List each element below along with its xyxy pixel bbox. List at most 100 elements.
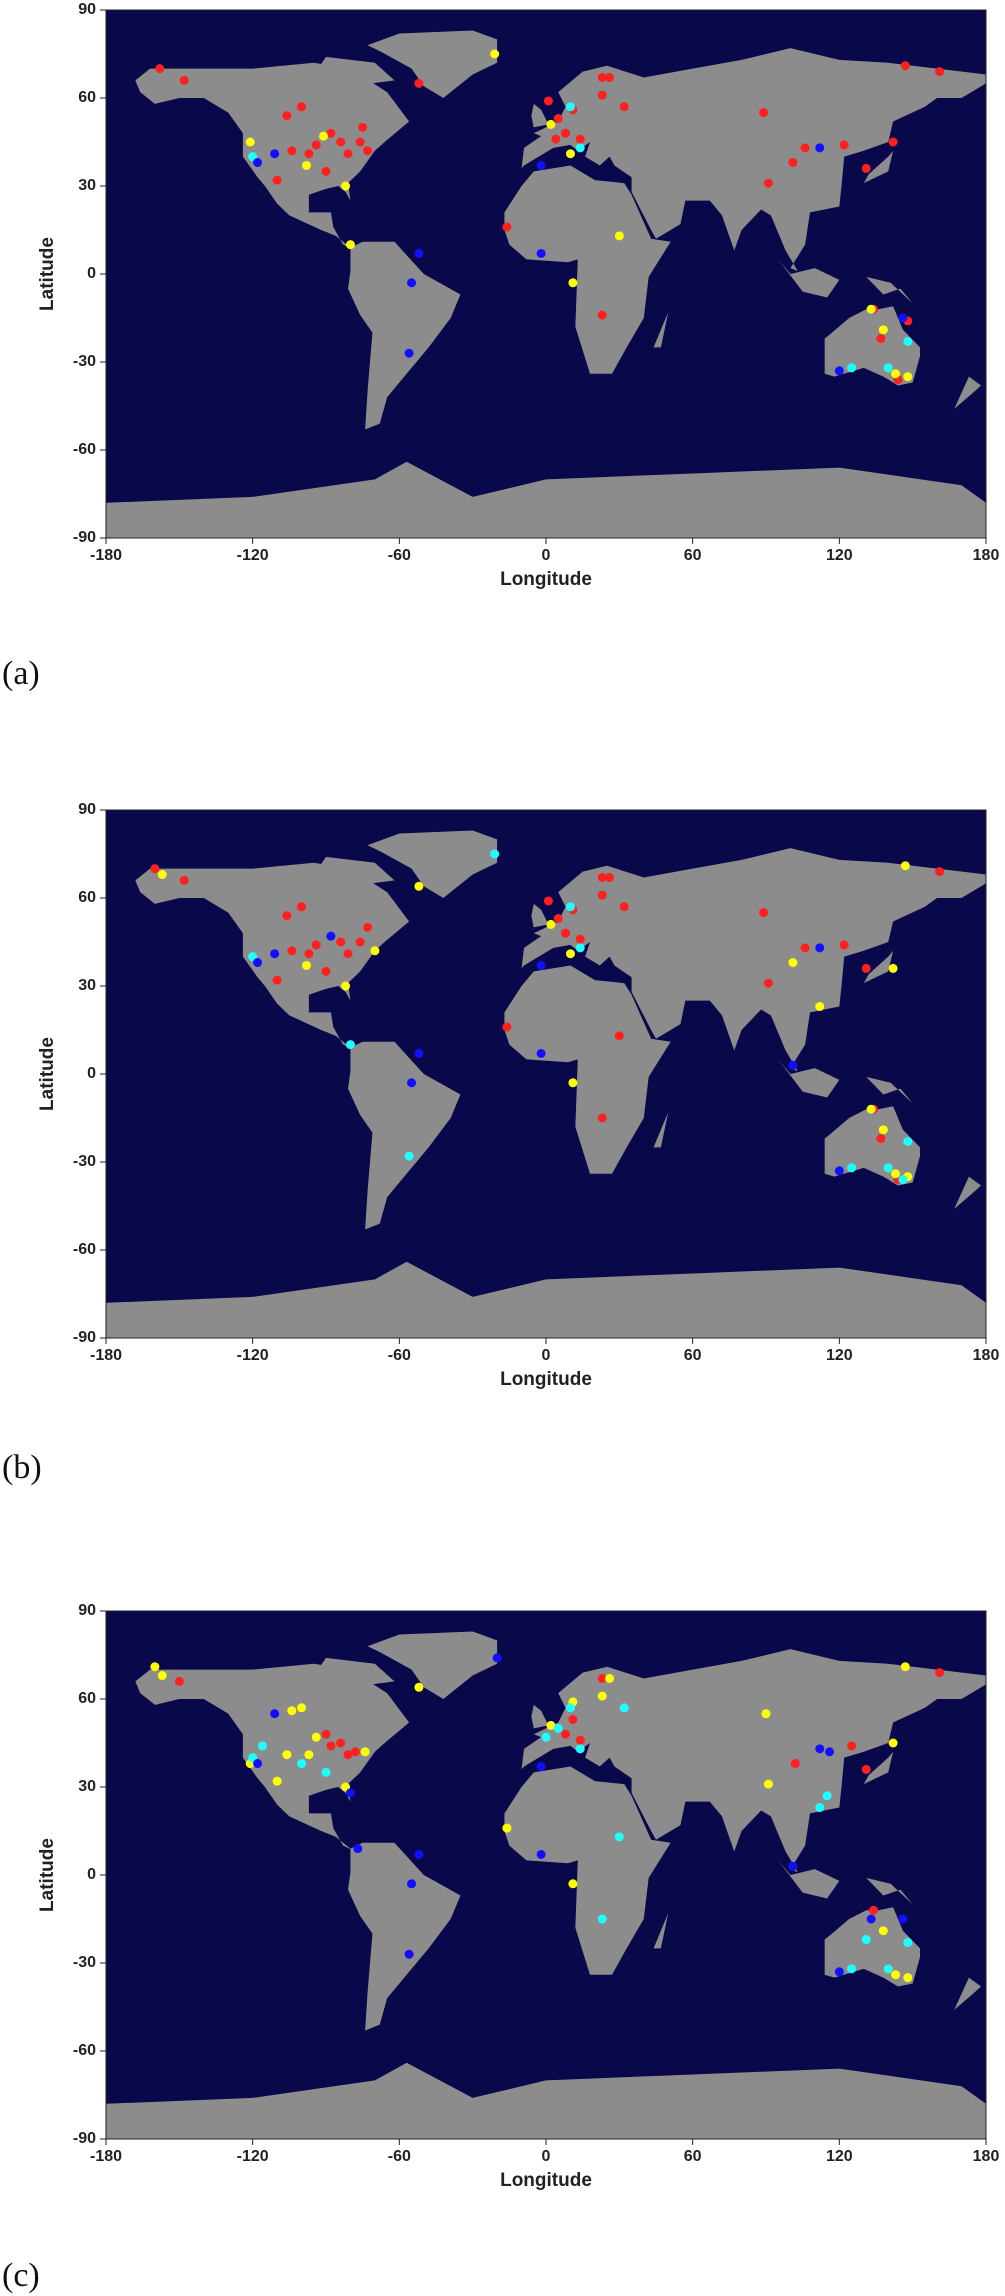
y-tick-label: 60 [78, 1690, 96, 1707]
point [546, 119, 556, 129]
point [321, 1767, 331, 1777]
point [597, 1113, 607, 1123]
point [605, 72, 615, 82]
point [878, 1926, 888, 1936]
point [788, 1060, 798, 1070]
point [282, 911, 292, 921]
point [866, 1104, 876, 1114]
point [847, 1964, 857, 1974]
point [900, 861, 910, 871]
x-tick-label: 0 [542, 547, 551, 564]
point [536, 160, 546, 170]
point [575, 134, 585, 144]
y-tick-label: 90 [78, 801, 96, 818]
point [536, 960, 546, 970]
point [345, 1040, 355, 1050]
y-tick-label: 0 [87, 265, 96, 282]
point [311, 940, 321, 950]
point [761, 1709, 771, 1719]
point [543, 96, 553, 106]
point [341, 981, 351, 991]
point [304, 949, 314, 959]
point [861, 163, 871, 173]
point [414, 1682, 424, 1692]
point [345, 240, 355, 250]
point [597, 72, 607, 82]
point [763, 178, 773, 188]
point [597, 1673, 607, 1683]
point [536, 248, 546, 258]
point [575, 1735, 585, 1745]
point [355, 937, 365, 947]
point [311, 140, 321, 150]
point [605, 1673, 615, 1683]
point [866, 1914, 876, 1924]
panel: -180 -120 -60 0 60 120 180 -90 -60 -30 0 30 60 90 Long… [2, 1, 999, 692]
point [502, 222, 512, 232]
point [575, 934, 585, 944]
point [597, 90, 607, 100]
y-tick-label: -30 [73, 1954, 96, 1971]
point [561, 1729, 571, 1739]
point [345, 1788, 355, 1798]
point [272, 1776, 282, 1786]
point [825, 1747, 835, 1757]
point [407, 1879, 417, 1889]
point [869, 1905, 879, 1915]
point [157, 1671, 167, 1681]
point [301, 960, 311, 970]
point [297, 1759, 307, 1769]
x-tick-label: -180 [90, 1347, 122, 1364]
caption: (c) [2, 2257, 40, 2294]
point [898, 1175, 908, 1185]
x-tick-label: -120 [237, 1347, 269, 1364]
point [282, 111, 292, 121]
y-tick-label: -90 [73, 1329, 96, 1346]
point [847, 363, 857, 373]
point [414, 881, 424, 891]
x-tick-label: 60 [684, 2148, 702, 2165]
point [360, 1747, 370, 1757]
point [898, 313, 908, 323]
point [568, 278, 578, 288]
panel: -180 -120 -60 0 60 120 180 -90 -60 -30 0 30 60 90 Long… [2, 801, 999, 1486]
y-tick-label: 60 [78, 89, 96, 106]
point [883, 1163, 893, 1173]
x-tick-label: 120 [826, 2148, 853, 2165]
point [336, 137, 346, 147]
x-tick-label: -120 [237, 2148, 269, 2165]
point [903, 1973, 913, 1983]
point [790, 1759, 800, 1769]
point [502, 1823, 512, 1833]
point [319, 131, 329, 141]
caption: (a) [2, 655, 40, 692]
point [614, 231, 624, 241]
point [575, 1744, 585, 1754]
point [565, 1703, 575, 1713]
point [370, 946, 380, 956]
caption: (b) [2, 1449, 42, 1486]
point [619, 102, 629, 112]
point [876, 1134, 886, 1144]
point [597, 890, 607, 900]
y-tick-label: 90 [78, 1602, 96, 1619]
point [297, 1703, 307, 1713]
point [355, 137, 365, 147]
point [800, 943, 810, 953]
x-tick-label: -180 [90, 547, 122, 564]
y-tick-label: 90 [78, 1, 96, 18]
point [565, 902, 575, 912]
x-tick-label: -120 [237, 547, 269, 564]
point [935, 1668, 945, 1678]
point [304, 1750, 314, 1760]
point [815, 1744, 825, 1754]
point [490, 849, 500, 859]
point [297, 902, 307, 912]
point [935, 867, 945, 877]
point [297, 102, 307, 112]
x-tick-label: -180 [90, 2148, 122, 2165]
point [861, 1764, 871, 1774]
point [565, 949, 575, 959]
y-tick-label: -30 [73, 1153, 96, 1170]
point [363, 146, 373, 156]
